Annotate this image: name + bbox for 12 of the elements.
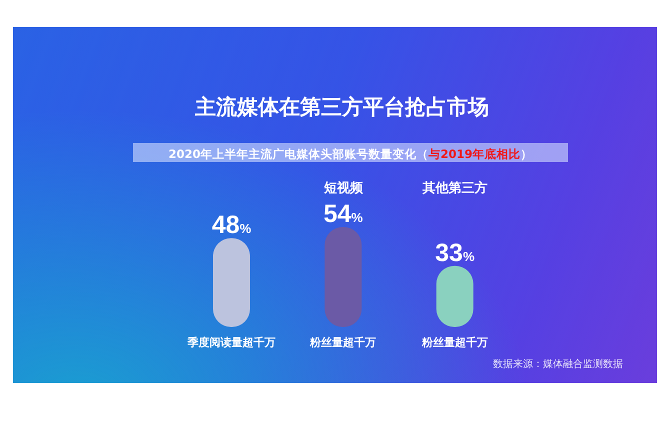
chart-subtitle: 2020年上半年主流广电媒体头部账号数量变化（与2019年底相比） [168, 147, 533, 161]
source-note: 数据来源：媒体融合监测数据 [493, 358, 623, 371]
data-label: 48% [212, 211, 252, 240]
data-label: 54% [323, 200, 364, 228]
data-label: 33% [435, 238, 475, 267]
banner-strip: 2020年上半年主流广电媒体头部账号数量变化（与2019年底相比） [133, 143, 568, 162]
text: 粉丝量超千万 [420, 336, 488, 349]
x-tick-label: 其他第三方 [422, 180, 488, 196]
text: 粉丝量超千万 [309, 336, 376, 349]
x-tick-label: 短视频 [323, 180, 364, 196]
text: 季度阅读量超千万 [186, 336, 276, 349]
chart-title: 主流媒体在第三方平台抢占市场 [195, 95, 489, 119]
